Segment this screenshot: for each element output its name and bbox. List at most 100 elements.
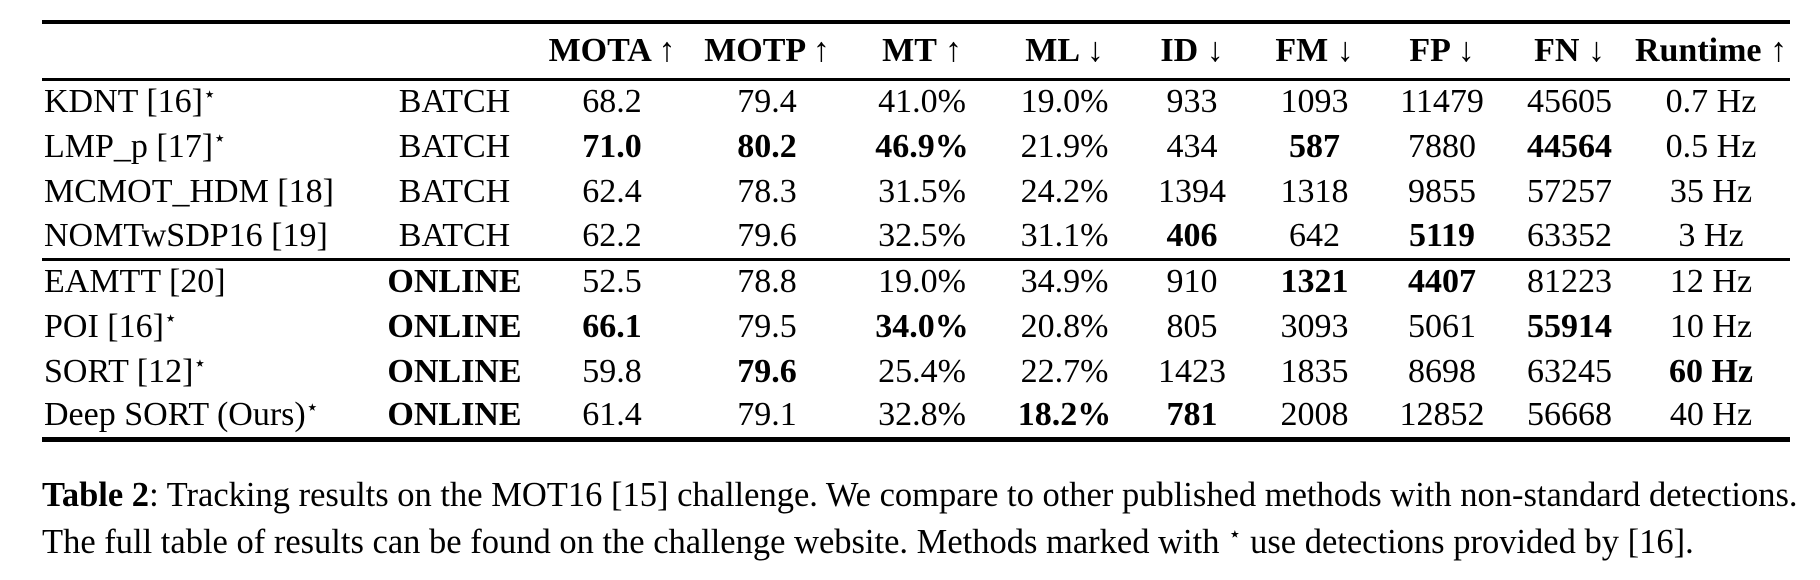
mode-cell: BATCH <box>398 127 511 165</box>
value-cell: 10 Hz <box>1669 307 1753 345</box>
method-name: EAMTT [20] <box>44 263 226 301</box>
col-header-id: ID ↓ <box>1160 31 1224 69</box>
value-cell: 7880 <box>1408 127 1476 165</box>
value-cell: 5119 <box>1408 216 1476 254</box>
method-cell: Deep SORT (Ours)⋆ <box>42 394 372 439</box>
results-table: MOTA ↑ MOTP ↑ MT ↑ ML ↓ ID ↓ FM ↓ FP ↓ F… <box>42 20 1790 442</box>
table-row: SORT [12]⋆ ONLINE 59.8 79.6 25.4% 22.7% 1423 18… <box>42 349 1790 394</box>
method-cell: POI [16]⋆ <box>42 304 372 349</box>
value-cell: 24.2% <box>1020 172 1109 210</box>
star-marker: ⋆ <box>1228 521 1242 546</box>
value-cell: 2008 <box>1280 396 1349 434</box>
value-cell: 31.5% <box>878 172 966 210</box>
paper-table-figure: MOTA ↑ MOTP ↑ MT ↑ ML ↓ ID ↓ FM ↓ FP ↓ F… <box>42 20 1802 566</box>
value-cell: 0.5 Hz <box>1665 127 1757 165</box>
star-marker: ⋆ <box>305 394 319 419</box>
value-cell: 1423 <box>1158 352 1226 390</box>
value-cell: 12 Hz <box>1669 263 1753 301</box>
method-name: SORT [12] <box>44 352 194 390</box>
col-header-motp: MOTP ↑ <box>704 31 830 69</box>
value-cell: 4407 <box>1408 263 1476 301</box>
value-cell: 31.1% <box>1020 216 1109 254</box>
value-cell: 3093 <box>1280 307 1349 345</box>
method-name: KDNT [16] <box>44 83 203 121</box>
col-header-mt: MT ↑ <box>882 31 962 69</box>
table-row: MCMOT_HDM [18] BATCH 62.4 78.3 31.5% 24.2% 139… <box>42 169 1790 214</box>
method-cell: LMP_p [17]⋆ <box>42 124 372 169</box>
value-cell: 19.0% <box>1020 83 1109 121</box>
value-cell: 12852 <box>1399 396 1485 434</box>
value-cell: 1321 <box>1280 263 1349 301</box>
value-cell: 62.2 <box>582 216 642 254</box>
method-cell: KDNT [16]⋆ <box>42 79 372 124</box>
star-marker: ⋆ <box>163 305 178 330</box>
value-cell: 66.1 <box>582 307 642 345</box>
value-cell: 406 <box>1166 216 1218 254</box>
value-cell: 0.7 Hz <box>1665 83 1757 121</box>
value-cell: 32.5% <box>878 216 966 254</box>
value-cell: 41.0% <box>878 83 966 121</box>
value-cell: 1093 <box>1280 83 1349 121</box>
col-header-ml: ML ↓ <box>1025 31 1104 69</box>
value-cell: 63245 <box>1527 352 1612 390</box>
value-cell: 1394 <box>1158 172 1226 210</box>
table-row: Deep SORT (Ours)⋆ ONLINE 61.4 79.1 32.8% 18.2… <box>42 394 1790 439</box>
value-cell: 62.4 <box>582 172 642 210</box>
value-cell: 25.4% <box>878 352 966 390</box>
value-cell: 79.5 <box>737 307 797 345</box>
col-header-fn: FN ↓ <box>1534 31 1605 69</box>
mode-cell: ONLINE <box>387 396 522 434</box>
table-row: NOMTwSDP16 [19] BATCH 62.2 79.6 32.5% 31.1% 40… <box>42 214 1790 259</box>
value-cell: 40 Hz <box>1669 396 1753 434</box>
value-cell: 81223 <box>1527 263 1612 301</box>
value-cell: 68.2 <box>582 83 642 121</box>
value-cell: 56668 <box>1527 396 1612 434</box>
col-header-mota: MOTA ↑ <box>548 31 676 69</box>
value-cell: 9855 <box>1408 172 1476 210</box>
online-section: EAMTT [20] ONLINE 52.5 78.8 19.0% 34.9% 910 132… <box>42 259 1790 439</box>
value-cell: 57257 <box>1527 172 1612 210</box>
value-cell: 11479 <box>1400 83 1484 121</box>
value-cell: 55914 <box>1527 307 1612 345</box>
value-cell: 642 <box>1289 216 1340 254</box>
value-cell: 1835 <box>1280 352 1349 390</box>
star-marker: ⋆ <box>213 125 227 150</box>
value-cell: 910 <box>1166 263 1218 301</box>
value-cell: 61.4 <box>582 396 642 434</box>
method-name: MCMOT_HDM [18] <box>44 172 334 210</box>
value-cell: 44564 <box>1527 127 1612 165</box>
method-cell: MCMOT_HDM [18] <box>42 169 372 214</box>
value-cell: 805 <box>1166 307 1218 345</box>
value-cell: 34.0% <box>875 307 969 345</box>
col-header-fp: FP ↓ <box>1409 31 1475 69</box>
star-marker: ⋆ <box>202 81 217 106</box>
mode-cell: BATCH <box>398 172 511 210</box>
value-cell: 781 <box>1166 396 1218 434</box>
value-cell: 587 <box>1289 127 1340 165</box>
value-cell: 79.4 <box>737 83 797 121</box>
value-cell: 46.9% <box>875 127 969 165</box>
value-cell: 45605 <box>1527 83 1612 121</box>
value-cell: 63352 <box>1527 216 1612 254</box>
mode-cell: ONLINE <box>387 307 522 345</box>
value-cell: 20.8% <box>1020 307 1109 345</box>
caption-line-1: Table 2: Tracking results on the MOT16 [… <box>42 472 1802 519</box>
method-cell: EAMTT [20] <box>42 259 372 304</box>
header-row: MOTA ↑ MOTP ↑ MT ↑ ML ↓ ID ↓ FM ↓ FP ↓ F… <box>42 22 1790 79</box>
value-cell: 34.9% <box>1020 263 1109 301</box>
value-cell: 32.8% <box>878 396 966 434</box>
method-cell: SORT [12]⋆ <box>42 349 372 394</box>
caption-line-2: The full table of results can be found o… <box>42 519 1802 566</box>
value-cell: 35 Hz <box>1669 172 1753 210</box>
star-marker: ⋆ <box>193 350 207 375</box>
value-cell: 79.1 <box>737 396 797 434</box>
table-row: KDNT [16]⋆ BATCH 68.2 79.4 41.0% 19.0% 933 1093… <box>42 79 1790 124</box>
mode-cell: BATCH <box>398 83 511 121</box>
value-cell: 5061 <box>1408 307 1476 345</box>
value-cell: 8698 <box>1408 352 1476 390</box>
value-cell: 1318 <box>1280 172 1349 210</box>
value-cell: 78.8 <box>737 263 797 301</box>
method-cell: NOMTwSDP16 [19] <box>42 214 372 259</box>
method-name: POI [16] <box>44 307 164 345</box>
value-cell: 18.2% <box>1017 396 1112 434</box>
